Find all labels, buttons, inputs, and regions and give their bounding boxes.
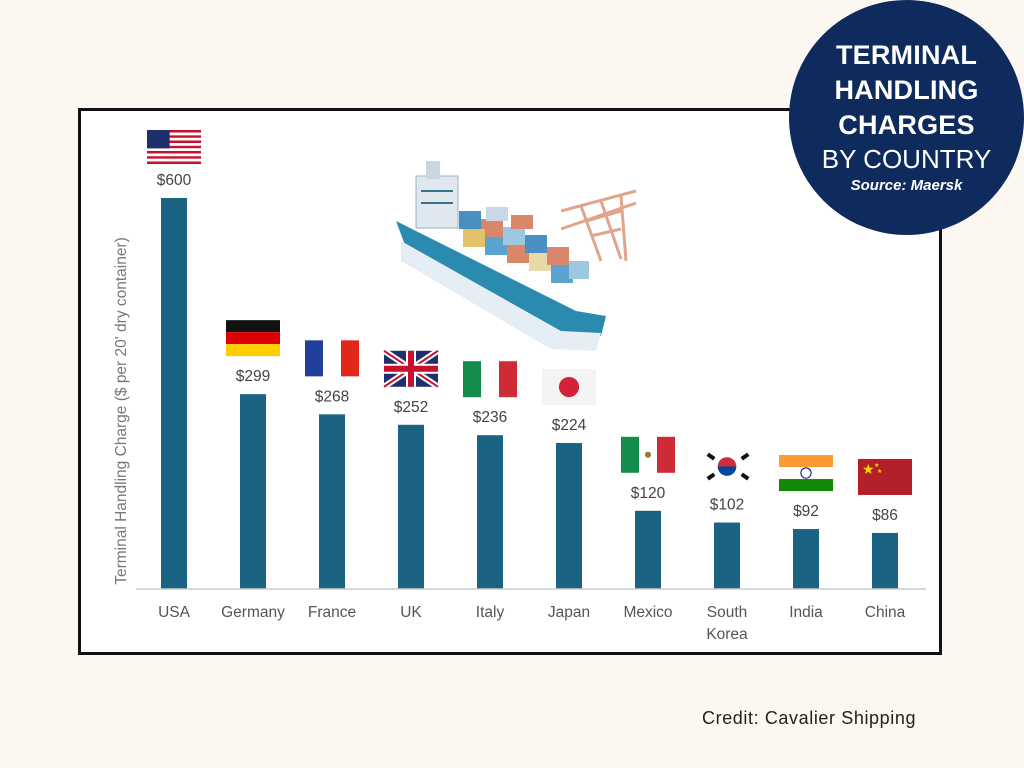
bar-japan <box>556 443 582 589</box>
crane-icon <box>560 189 637 262</box>
x-tick-label-japan: Japan <box>548 604 590 621</box>
bar-india <box>793 529 819 589</box>
data-label-france: $268 <box>315 388 349 405</box>
bar-south-korea <box>714 522 740 589</box>
y-axis-label: Terminal Handling Charge ($ per 20' dry … <box>113 237 130 585</box>
data-label-italy: $236 <box>473 409 507 426</box>
france-flag-icon <box>305 340 359 377</box>
x-tick-label-china: China <box>865 604 906 621</box>
title-line-1: TERMINAL <box>835 40 978 70</box>
italy-flag-icon <box>463 361 517 398</box>
bar-usa <box>161 198 187 589</box>
svg-text:★: ★ <box>874 462 879 469</box>
bar-france <box>319 414 345 589</box>
x-tick-label-france: France <box>308 604 356 621</box>
data-label-india: $92 <box>793 503 819 520</box>
x-tick-label-uk: UK <box>400 604 422 621</box>
data-label-uk: $252 <box>394 399 428 416</box>
data-label-south-korea: $102 <box>710 497 744 514</box>
source-label: Source: Maersk <box>850 177 963 194</box>
germany-flag-icon <box>226 320 280 357</box>
data-label-china: $86 <box>872 507 898 524</box>
title-line-3: CHARGES <box>838 110 975 140</box>
title-line-2: HANDLING <box>834 75 979 105</box>
bar-chart: $600 USA $299 Germany $268 France $252 UK $236 It… <box>113 130 926 643</box>
svg-text:★: ★ <box>877 468 882 475</box>
data-label-usa: $600 <box>157 172 192 189</box>
svg-text:★: ★ <box>862 462 875 478</box>
bar-uk <box>398 424 424 589</box>
credit-text: Credit: Cavalier Shipping <box>702 708 917 728</box>
data-label-mexico: $120 <box>631 485 666 502</box>
container-ship-illustration <box>396 161 637 351</box>
data-label-germany: $299 <box>236 368 270 385</box>
x-tick-label-italy: Italy <box>476 604 505 621</box>
japan-flag-icon <box>542 369 596 406</box>
title-line-4: BY COUNTRY <box>821 144 992 174</box>
china-flag-icon: ★ ★★ <box>858 458 912 495</box>
south-korea-flag-icon <box>700 448 754 485</box>
x-tick-label-south-korea: South Korea <box>706 604 748 643</box>
ship-hull-icon <box>396 221 606 341</box>
cargo-containers-icon <box>459 207 589 283</box>
bar-italy <box>477 435 503 589</box>
bar-germany <box>240 394 266 589</box>
chart-frame: $600 USA $299 Germany $268 France $252 UK $236 It… <box>78 108 942 655</box>
x-tick-label-usa: USA <box>158 604 191 621</box>
x-tick-label-germany: Germany <box>221 604 285 621</box>
bar-mexico <box>635 510 661 589</box>
mexico-flag-icon <box>621 436 675 473</box>
uk-flag-icon <box>382 348 440 390</box>
bar-china <box>872 532 898 589</box>
x-tick-label-india: India <box>789 604 823 621</box>
title-badge: TERMINAL HANDLING CHARGES BY COUNTRY Sou… <box>789 0 1024 235</box>
x-tick-label-mexico: Mexico <box>623 604 672 621</box>
usa-flag-icon <box>147 130 201 164</box>
data-label-japan: $224 <box>552 417 587 434</box>
india-flag-icon <box>779 455 833 492</box>
